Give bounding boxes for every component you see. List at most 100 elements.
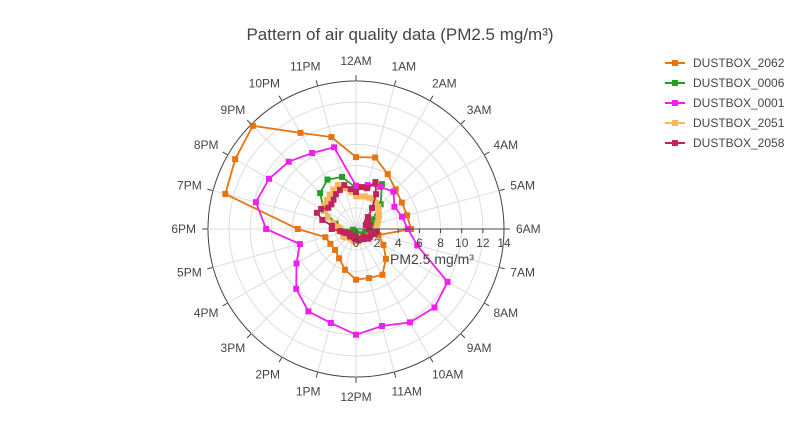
data-point xyxy=(378,323,385,330)
data-point xyxy=(379,271,386,278)
angular-tick-mark xyxy=(460,119,466,125)
angular-tick-label: 2AM xyxy=(432,77,457,91)
data-point xyxy=(326,191,333,198)
angular-tick-label: 6AM xyxy=(516,222,541,236)
angular-tick-mark xyxy=(498,188,505,192)
data-point xyxy=(321,202,328,209)
legend-item[interactable]: DUSTBOX_2058 xyxy=(665,136,785,150)
angular-tick-mark xyxy=(498,266,505,270)
angular-tick-mark xyxy=(246,333,252,339)
legend-label: DUSTBOX_2051 xyxy=(693,116,785,130)
angular-tick-mark xyxy=(278,95,283,102)
angular-tick-label: 2PM xyxy=(255,367,280,381)
angular-tick-label: 3PM xyxy=(221,341,246,355)
data-point xyxy=(293,260,300,267)
data-point xyxy=(339,173,346,180)
angular-tick-mark xyxy=(483,302,490,307)
data-point xyxy=(414,242,421,249)
data-point xyxy=(365,235,372,242)
data-point xyxy=(398,199,405,206)
data-point xyxy=(365,194,372,201)
legend: DUSTBOX_2062 DUSTBOX_0006 DUSTBOX_0001 DUST… xyxy=(665,56,785,150)
angular-tick-mark xyxy=(207,266,214,270)
data-point xyxy=(361,193,368,200)
data-point xyxy=(322,234,329,241)
data-point xyxy=(340,229,347,236)
angular-gridline xyxy=(355,228,485,304)
data-point xyxy=(371,230,378,237)
data-point xyxy=(328,226,335,232)
data-point xyxy=(328,222,335,229)
angular-tick-label: 7PM xyxy=(177,179,202,193)
legend-item[interactable]: DUSTBOX_2062 xyxy=(665,56,785,70)
angular-tick-label: 8AM xyxy=(493,306,518,320)
data-point xyxy=(377,183,384,190)
data-point xyxy=(347,186,354,193)
data-point xyxy=(232,156,239,163)
angular-tick-mark xyxy=(393,371,397,378)
data-point xyxy=(341,182,348,189)
data-point xyxy=(336,255,343,262)
data-point xyxy=(353,331,359,338)
angular-tick-label: 1PM xyxy=(296,384,321,398)
data-point xyxy=(375,208,382,215)
data-point xyxy=(297,129,304,136)
data-point xyxy=(375,216,382,223)
angular-tick-label: 7AM xyxy=(510,265,535,279)
angular-gridline xyxy=(212,228,357,268)
data-point xyxy=(334,182,341,189)
data-point xyxy=(353,193,359,200)
angular-tick-mark xyxy=(222,302,229,307)
data-point xyxy=(384,171,391,178)
data-point xyxy=(294,226,301,232)
data-point xyxy=(349,226,356,233)
data-point xyxy=(324,176,331,183)
angular-tick-mark xyxy=(429,95,434,102)
angular-tick-label: 12AM xyxy=(340,54,371,68)
data-point xyxy=(370,195,377,202)
data-point xyxy=(313,209,320,216)
angular-tick-label: 6PM xyxy=(171,222,196,236)
legend-swatch-marker xyxy=(672,100,678,106)
angular-tick-label: 10PM xyxy=(249,77,280,91)
data-point xyxy=(249,122,256,129)
legend-item[interactable]: DUSTBOX_0006 xyxy=(665,76,785,90)
data-point xyxy=(252,199,259,206)
data-point xyxy=(406,319,413,326)
data-point xyxy=(366,275,373,282)
angular-gridline xyxy=(281,100,357,230)
angular-tick-mark xyxy=(278,356,283,363)
data-point xyxy=(348,189,355,196)
data-point xyxy=(358,184,365,191)
angular-gridline xyxy=(355,228,431,358)
legend-item[interactable]: DUSTBOX_0001 xyxy=(665,96,785,110)
angular-tick-label: 11AM xyxy=(391,384,421,398)
data-point xyxy=(222,190,229,197)
legend-item[interactable]: DUSTBOX_2051 xyxy=(665,116,785,130)
data-point xyxy=(327,240,334,247)
data-point xyxy=(375,212,382,219)
angular-gridline xyxy=(227,228,357,304)
data-point xyxy=(317,190,324,197)
data-point xyxy=(324,214,331,221)
angular-tick-label: 1AM xyxy=(391,60,416,74)
angular-tick-label: 9AM xyxy=(467,341,492,355)
data-point xyxy=(373,191,380,198)
data-point xyxy=(330,186,337,193)
data-point xyxy=(325,204,332,211)
angular-gridline xyxy=(355,228,462,335)
angular-tick-label: 8PM xyxy=(194,138,219,152)
data-point xyxy=(296,241,303,248)
data-point xyxy=(328,134,335,141)
data-point xyxy=(337,228,344,235)
data-point xyxy=(327,319,334,326)
angular-gridline xyxy=(250,123,357,230)
data-point xyxy=(319,216,326,223)
data-point xyxy=(263,226,270,232)
data-point xyxy=(357,193,364,200)
data-point xyxy=(323,196,330,203)
legend-swatch-marker xyxy=(672,60,678,66)
angular-tick-mark xyxy=(246,119,252,125)
angular-tick-mark xyxy=(315,80,319,87)
